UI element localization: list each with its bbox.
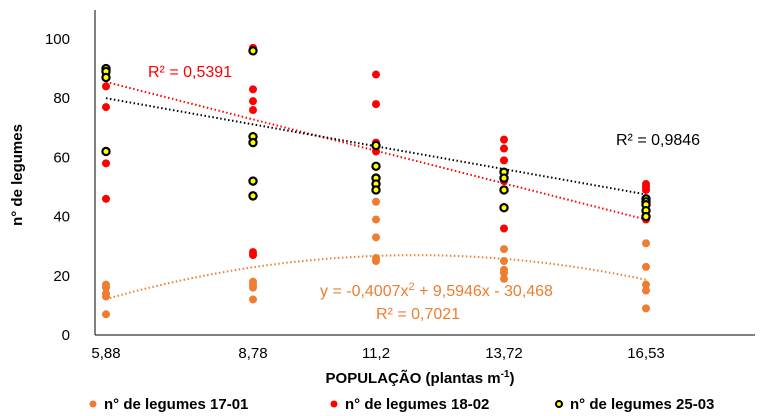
y-tick-label: 60 (53, 149, 70, 166)
data-point-series-2 (249, 251, 257, 260)
data-point-series-1 (642, 262, 650, 271)
data-point-series-3 (101, 72, 111, 83)
data-point-series-1 (500, 257, 508, 265)
legend-marker-series-2 (330, 400, 338, 408)
x-tick-label: 13,72 (485, 345, 523, 362)
data-point-series-2 (372, 100, 380, 109)
data-point-series-2 (372, 70, 380, 79)
data-point-series-3 (371, 161, 381, 171)
equation-label-orange: y = -0,4007x2 + 9,5946x - 30,468 (320, 281, 553, 300)
legend-label-series-2: n° de legumes 18-02 (345, 396, 489, 413)
trendline-series-2 (105, 80, 647, 221)
data-point-series-3 (499, 203, 509, 213)
trendline-series-3 (105, 97, 647, 196)
data-point-series-3 (371, 185, 381, 195)
data-point-series-1 (102, 310, 110, 319)
data-point-series-2 (249, 106, 257, 115)
x-tick-label: 11,2 (362, 345, 390, 362)
data-point-series-1 (102, 283, 110, 292)
r2-label-black: R² = 0,9846 (616, 132, 700, 149)
x-tick-labels: 5,88 8,78 11,2 13,72 16,53 (91, 345, 664, 362)
data-point-series-2 (500, 135, 508, 144)
data-point-series-2 (102, 194, 110, 203)
x-axis-title: POPULAÇÃO (plantas m-1) (326, 369, 515, 387)
x-tick-label: 5,88 (91, 345, 120, 362)
data-point-series-1 (500, 268, 508, 277)
y-axis-title: n° de legumes (9, 124, 26, 226)
data-points (101, 43, 651, 319)
data-point-series-3 (499, 173, 509, 183)
data-point-series-1 (642, 239, 650, 248)
data-point-series-2 (642, 185, 650, 194)
data-point-series-3 (499, 185, 509, 195)
data-point-series-3 (641, 211, 651, 222)
y-tick-label: 40 (53, 209, 70, 226)
y-tick-label: 100 (45, 31, 70, 48)
trendlines (105, 80, 647, 301)
data-point-series-1 (372, 257, 380, 265)
y-tick-label: 80 (53, 90, 70, 107)
data-point-series-1 (249, 295, 257, 304)
data-point-series-1 (372, 215, 380, 224)
data-point-series-2 (102, 103, 110, 112)
r2-label-red: R² = 0,5391 (148, 64, 232, 81)
data-point-series-2 (249, 97, 257, 106)
y-tick-label: 20 (53, 268, 70, 285)
data-point-series-2 (249, 85, 257, 94)
data-point-series-1 (500, 274, 508, 283)
legend-label-series-1: n° de legumes 17-01 (104, 396, 248, 413)
x-tick-label: 16,53 (627, 345, 665, 362)
x-tick-label: 8,78 (238, 345, 267, 362)
legend-marker-series-1 (89, 400, 97, 408)
data-point-series-1 (642, 286, 650, 295)
legend-label-series-3: n° de legumes 25-03 (570, 396, 714, 413)
data-point-series-1 (500, 245, 508, 254)
data-point-series-1 (372, 197, 380, 206)
data-point-series-1 (102, 292, 110, 301)
data-point-series-3 (248, 46, 258, 56)
legend: n° de legumes 17-01 n° de legumes 18-02 n°… (89, 396, 714, 413)
data-point-series-3 (371, 140, 381, 151)
y-tick-labels: 0 20 40 60 80 100 (45, 31, 70, 344)
y-tick-label: 0 (62, 327, 70, 344)
data-point-series-3 (101, 146, 111, 157)
data-point-series-1 (249, 283, 257, 292)
data-point-series-1 (372, 233, 380, 242)
data-point-series-1 (642, 304, 650, 313)
legend-marker-series-3 (555, 400, 563, 408)
data-point-series-3 (248, 137, 258, 148)
data-point-series-3 (248, 176, 258, 186)
data-point-series-2 (500, 224, 508, 233)
data-point-series-2 (102, 159, 110, 168)
r2-label-orange: R² = 0,7021 (376, 306, 460, 323)
data-point-series-2 (102, 82, 110, 91)
trendline-series-1 (105, 254, 647, 301)
data-point-series-3 (248, 191, 258, 201)
data-point-series-1 (642, 280, 650, 289)
data-point-series-2 (500, 156, 508, 165)
data-point-series-2 (500, 144, 508, 153)
